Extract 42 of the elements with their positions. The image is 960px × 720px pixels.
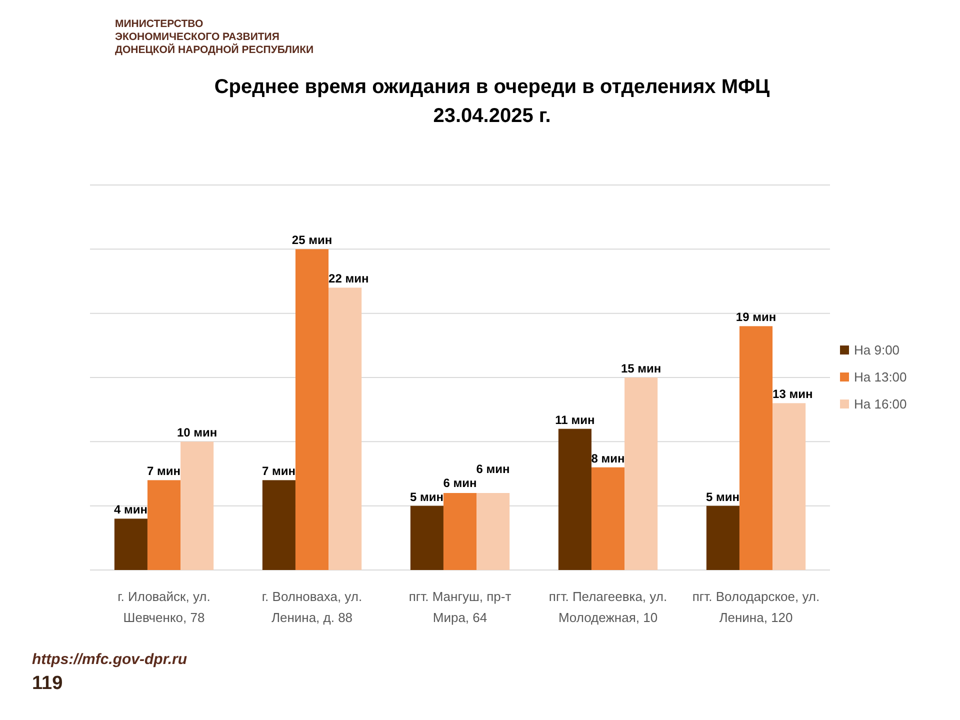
- data-label: 5 мин: [706, 490, 740, 504]
- bar: [739, 326, 773, 570]
- data-label: 13 мин: [772, 387, 813, 402]
- chart-title: Среднее время ожидания в очереди в отделениях МФЦ 23.04.2025 г.: [214, 76, 770, 127]
- bar: [591, 467, 625, 570]
- bar: [558, 428, 592, 570]
- bar: [772, 403, 806, 570]
- legend-label: На 9:00: [854, 342, 900, 358]
- bar: [443, 493, 477, 570]
- data-label: 11 мин: [555, 412, 595, 427]
- bar: [410, 506, 444, 570]
- data-label: 5 мин: [410, 490, 444, 504]
- data-label: 19 мин: [736, 310, 776, 324]
- x-tick-label: пгт. Пелагеевка, ул. Молодежная, 10: [548, 589, 668, 625]
- bar: [328, 288, 362, 570]
- bar: [114, 518, 148, 570]
- data-label: 4 мин: [114, 502, 148, 517]
- data-label: 22 мин: [328, 272, 369, 286]
- data-label: 6 мин: [476, 462, 510, 476]
- x-tick-label: пгт. Володарское, ул. Ленина, 120: [692, 589, 820, 625]
- legend-label: На 13:00: [854, 370, 907, 384]
- data-label: 6 мин: [443, 476, 477, 490]
- bar: [262, 480, 296, 570]
- data-label: 8 мин: [591, 451, 625, 466]
- data-label: 7 мин: [262, 464, 296, 478]
- text: 119: [32, 673, 63, 694]
- bar: [476, 493, 510, 570]
- bar: [706, 506, 740, 570]
- bar: [147, 480, 181, 570]
- data-label: 7 мин: [147, 464, 181, 478]
- bar: [180, 442, 214, 570]
- bar: [295, 249, 329, 570]
- legend-label: На 16:00: [854, 396, 907, 412]
- text: МИНИСТЕРСТВО ЭКОНОМИЧЕСКОГО РАЗВИТИЯ ДОНЕЦКОЙ НАРОДНОЙ РЕСПУБЛИКИ: [115, 18, 314, 56]
- data-label: 15 мин: [620, 362, 662, 376]
- x-tick-label: г. Иловайск, ул. Шевченко, 78: [118, 589, 210, 625]
- bar: [624, 378, 658, 570]
- data-label: 25 мин: [292, 233, 332, 248]
- x-tick-label: пгт. Мангуш, пр-т Мира, 64: [408, 589, 512, 625]
- text: https://mfc.gov-dpr.ru: [32, 651, 187, 668]
- data-label: 10 мин: [176, 426, 218, 440]
- x-tick-label: г. Волноваха, ул. Ленина, д. 88: [262, 589, 362, 625]
